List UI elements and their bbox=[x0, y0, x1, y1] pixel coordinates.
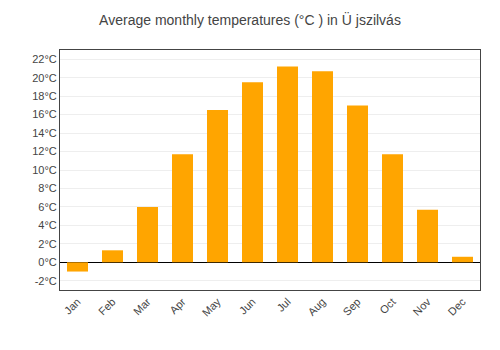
svg-text:Feb: Feb bbox=[96, 296, 118, 318]
svg-text:12°C: 12°C bbox=[32, 145, 57, 157]
svg-text:10°C: 10°C bbox=[32, 164, 57, 176]
svg-text:Average monthly temperatures (: Average monthly temperatures (°C ) in Ü … bbox=[99, 11, 401, 28]
svg-text:16°C: 16°C bbox=[32, 108, 57, 120]
svg-text:0°C: 0°C bbox=[38, 256, 57, 268]
svg-text:6°C: 6°C bbox=[38, 201, 57, 213]
svg-text:Aug: Aug bbox=[305, 296, 327, 318]
svg-text:Dec: Dec bbox=[445, 295, 468, 318]
svg-text:Oct: Oct bbox=[377, 296, 398, 317]
svg-text:May: May bbox=[200, 295, 224, 319]
svg-text:14°C: 14°C bbox=[32, 127, 57, 139]
svg-text:18°C: 18°C bbox=[32, 90, 57, 102]
svg-text:Nov: Nov bbox=[410, 295, 433, 318]
svg-text:Apr: Apr bbox=[167, 295, 188, 316]
svg-text:2°C: 2°C bbox=[38, 238, 57, 250]
svg-text:20°C: 20°C bbox=[32, 72, 57, 84]
svg-text:Jul: Jul bbox=[274, 296, 292, 314]
svg-text:Sep: Sep bbox=[340, 296, 362, 318]
svg-text:Jan: Jan bbox=[62, 296, 83, 317]
svg-text:Jun: Jun bbox=[237, 296, 258, 317]
svg-text:-2°C: -2°C bbox=[35, 275, 57, 287]
svg-text:8°C: 8°C bbox=[38, 182, 57, 194]
svg-text:4°C: 4°C bbox=[38, 219, 57, 231]
svg-text:22°C: 22°C bbox=[32, 53, 57, 65]
svg-text:Mar: Mar bbox=[131, 295, 153, 317]
